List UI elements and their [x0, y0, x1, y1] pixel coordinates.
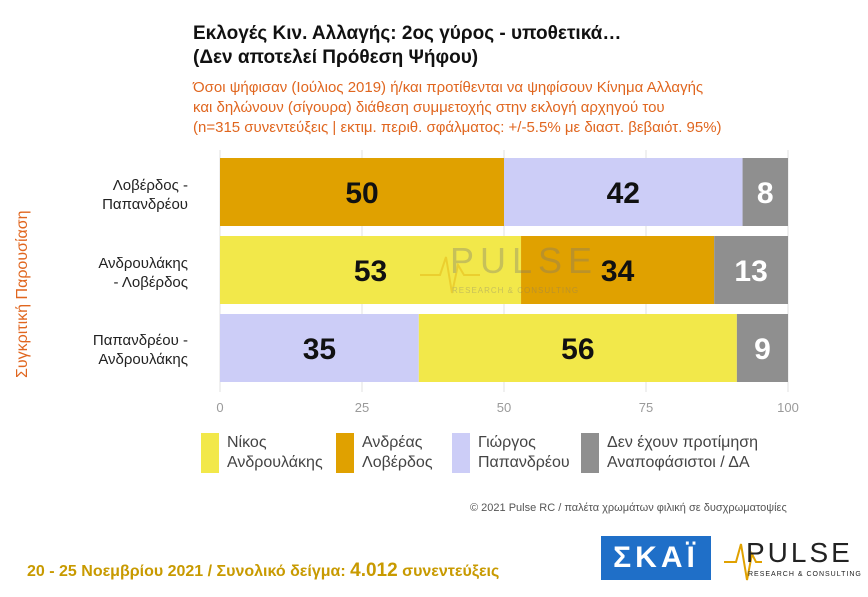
x-tick-label: 100 [777, 400, 799, 415]
x-tick-label: 75 [639, 400, 653, 415]
subtitle-line-2: και δηλώνουν (σίγουρα) διάθεση συμμετοχή… [193, 99, 665, 116]
skai-logo: ΣΚΑΪ [601, 536, 711, 580]
row-label-line-1: Ανδρουλάκης [98, 255, 188, 272]
bar-value-label: 8 [757, 177, 774, 210]
pulse-logo-text: PULSE [746, 537, 853, 568]
legend-label-line-2: Λοβέρδος [362, 454, 433, 471]
bar-segment [418, 314, 737, 382]
copyright-note: © 2021 Pulse RC / παλέτα χρωμάτων φιλική… [470, 502, 787, 514]
legend-item-papandreou: Γιώργος Παπανδρέου [452, 433, 570, 473]
bar-segment [742, 158, 788, 226]
legend-label-line-2: Ανδρουλάκης [227, 454, 323, 471]
x-tick-label: 50 [497, 400, 511, 415]
legend-label-line-1: Γιώργος [478, 434, 536, 451]
bar-value-label: 35 [303, 333, 336, 366]
bar-value-label: 50 [345, 177, 378, 210]
bar-segment [736, 314, 788, 382]
legend-label-line-1: Ανδρέας [362, 434, 423, 451]
row-label-line-2: - Λοβέρδος [113, 274, 188, 291]
bar-value-label: 53 [354, 255, 387, 288]
footer-info: 20 - 25 Νοεμβρίου 2021 / Συνολικό δείγμα… [27, 560, 499, 582]
footer-dates: 20 - 25 Νοεμβρίου 2021 / Συνολικό δείγμα… [27, 563, 346, 580]
bar-segment [714, 236, 788, 304]
legend-label-line-2: Αναποφάσιστοι / ΔΑ [607, 454, 750, 471]
stacked-bar-chart: 0 25 50 75 100 50 42 8 53 34 13 35 56 9 [216, 150, 799, 415]
chart-subtitle: Όσοι ψήφισαν (Ιούλιος 2019) ή/και προτίθ… [193, 78, 853, 138]
bar-segment [220, 158, 504, 226]
bar-segment [521, 236, 715, 304]
legend-swatch [336, 433, 354, 473]
pulse-logo-subtext: RESEARCH & CONSULTING [748, 571, 862, 578]
bar-value-label: 9 [754, 333, 771, 366]
bar-segment [220, 236, 522, 304]
row-label-loverdos-papandreou: Λοβέρδος - Παπανδρέου [60, 176, 188, 214]
subtitle-line-3: (n=315 συνεντεύξεις | εκτιμ. περιθ. σφάλ… [193, 119, 722, 136]
legend-swatch [581, 433, 599, 473]
bar-value-label: 13 [734, 255, 767, 288]
pulse-logo: PULSE RESEARCH & CONSULTING [724, 537, 862, 581]
legend-item-undecided: Δεν έχουν προτίμηση Αναποφάσιστοι / ΔΑ [581, 433, 758, 473]
bar-value-label: 56 [561, 333, 594, 366]
bar-segment [220, 314, 419, 382]
bar-segment [504, 158, 743, 226]
bar-value-label: 42 [607, 177, 640, 210]
subtitle-line-1: Όσοι ψήφισαν (Ιούλιος 2019) ή/και προτίθ… [193, 79, 704, 96]
legend-swatch [201, 433, 219, 473]
footer-unit: συνεντεύξεις [402, 563, 500, 580]
title-line-2: (Δεν αποτελεί Πρόθεση Ψήφου) [193, 47, 479, 68]
row-label-line-2: Ανδρουλάκης [98, 351, 188, 368]
x-tick-label: 25 [355, 400, 369, 415]
row-label-androulakis-loverdos: Ανδρουλάκης - Λοβέρδος [60, 254, 188, 292]
bar-value-label: 34 [601, 255, 635, 288]
chart-title: Εκλογές Κιν. Αλλαγής: 2ος γύρος - υποθετ… [193, 22, 833, 70]
row-label-line-2: Παπανδρέου [102, 196, 188, 213]
title-line-1: Εκλογές Κιν. Αλλαγής: 2ος γύρος - υποθετ… [193, 23, 622, 44]
legend-label-line-1: Δεν έχουν προτίμηση [607, 434, 759, 451]
legend-label-line-2: Παπανδρέου [478, 454, 570, 471]
legend-label-line-1: Νίκος [227, 434, 267, 451]
row-label-line-1: Λοβέρδος - [112, 177, 188, 194]
footer-sample-size: 4.012 [350, 560, 398, 581]
row-label-line-1: Παπανδρέου - [92, 332, 188, 349]
legend-item-androulakis: Νίκος Ανδρουλάκης [201, 433, 323, 473]
legend-item-loverdos: Ανδρέας Λοβέρδος [336, 433, 433, 473]
x-tick-label: 0 [216, 400, 223, 415]
legend-swatch [452, 433, 470, 473]
row-label-papandreou-androulakis: Παπανδρέου - Ανδρουλάκης [60, 331, 188, 369]
